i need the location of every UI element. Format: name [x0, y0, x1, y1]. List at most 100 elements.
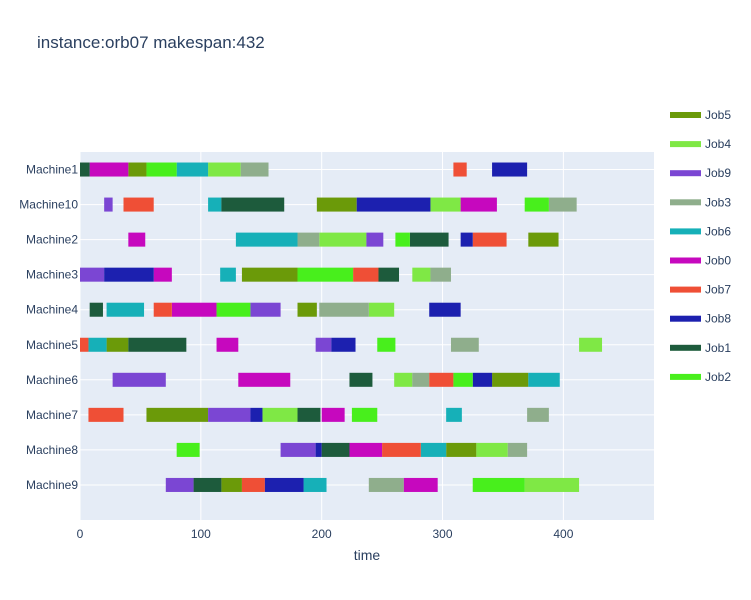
task-bar-job7-machine9[interactable]	[241, 477, 265, 492]
task-bar-job5-machine3[interactable]	[241, 267, 298, 282]
task-bar-job6-machine3[interactable]	[220, 267, 236, 282]
task-bar-job9-machine2[interactable]	[366, 232, 384, 247]
task-bar-job7-machine5[interactable]	[80, 337, 89, 352]
task-bar-job5-machine10[interactable]	[316, 197, 357, 212]
legend-item-job5[interactable]: Job5	[670, 108, 731, 122]
task-bar-job9-machine5[interactable]	[315, 337, 332, 352]
task-bar-job6-machine1[interactable]	[176, 162, 209, 177]
task-bar-job4-machine3[interactable]	[412, 267, 431, 282]
task-bar-job2-machine9[interactable]	[472, 477, 525, 492]
task-bar-job0-machine9[interactable]	[403, 477, 438, 492]
task-bar-job1-machine10[interactable]	[221, 197, 285, 212]
task-bar-job7-machine1[interactable]	[453, 162, 467, 177]
task-bar-job1-machine4[interactable]	[89, 302, 103, 317]
task-bar-job2-machine6[interactable]	[453, 372, 473, 387]
task-bar-job8-machine5[interactable]	[331, 337, 356, 352]
task-bar-job0-machine3[interactable]	[153, 267, 172, 282]
task-bar-job8-machine8[interactable]	[315, 442, 322, 457]
legend-item-job0[interactable]: Job0	[670, 254, 731, 268]
task-bar-job0-machine6[interactable]	[238, 372, 291, 387]
task-bar-job8-machine10[interactable]	[356, 197, 431, 212]
task-bar-job8-machine3[interactable]	[104, 267, 154, 282]
task-bar-job5-machine9[interactable]	[221, 477, 242, 492]
task-bar-job8-machine4[interactable]	[429, 302, 461, 317]
task-bar-job5-machine6[interactable]	[492, 372, 529, 387]
task-bar-job0-machine1[interactable]	[89, 162, 129, 177]
task-bar-job3-machine9[interactable]	[368, 477, 404, 492]
task-bar-job9-machine3[interactable]	[80, 267, 105, 282]
task-bar-job3-machine4[interactable]	[319, 302, 369, 317]
task-bar-job9-machine6[interactable]	[112, 372, 166, 387]
task-bar-job4-machine7[interactable]	[262, 407, 298, 422]
task-bar-job3-machine8[interactable]	[507, 442, 528, 457]
task-bar-job2-machine7[interactable]	[351, 407, 378, 422]
task-bar-job7-machine3[interactable]	[353, 267, 379, 282]
task-bar-job1-machine1[interactable]	[80, 162, 90, 177]
task-bar-job8-machine1[interactable]	[492, 162, 528, 177]
task-bar-job9-machine9[interactable]	[165, 477, 194, 492]
legend-item-job7[interactable]: Job7	[670, 283, 731, 297]
task-bar-job0-machine4[interactable]	[171, 302, 217, 317]
task-bar-job0-machine8[interactable]	[349, 442, 383, 457]
task-bar-job1-machine5[interactable]	[128, 337, 187, 352]
task-bar-job6-machine9[interactable]	[303, 477, 327, 492]
task-bar-job3-machine2[interactable]	[297, 232, 320, 247]
task-bar-job9-machine7[interactable]	[208, 407, 251, 422]
task-bar-job7-machine10[interactable]	[123, 197, 154, 212]
task-bar-job1-machine6[interactable]	[349, 372, 373, 387]
task-bar-job5-machine5[interactable]	[106, 337, 129, 352]
task-bar-job6-machine10[interactable]	[208, 197, 222, 212]
task-bar-job1-machine8[interactable]	[321, 442, 350, 457]
task-bar-job1-machine3[interactable]	[378, 267, 400, 282]
task-bar-job6-machine6[interactable]	[528, 372, 560, 387]
task-bar-job3-machine5[interactable]	[450, 337, 479, 352]
legend-item-job8[interactable]: Job8	[670, 312, 731, 326]
task-bar-job5-machine2[interactable]	[528, 232, 559, 247]
task-bar-job7-machine2[interactable]	[472, 232, 507, 247]
task-bar-job2-machine1[interactable]	[146, 162, 177, 177]
legend-item-job9[interactable]: Job9	[670, 166, 731, 180]
task-bar-job2-machine10[interactable]	[524, 197, 549, 212]
task-bar-job7-machine4[interactable]	[153, 302, 172, 317]
task-bar-job5-machine8[interactable]	[446, 442, 477, 457]
legend-item-job1[interactable]: Job1	[670, 341, 731, 355]
task-bar-job1-machine9[interactable]	[193, 477, 222, 492]
task-bar-job2-machine4[interactable]	[216, 302, 251, 317]
task-bar-job4-machine9[interactable]	[524, 477, 580, 492]
task-bar-job8-machine7[interactable]	[250, 407, 263, 422]
task-bar-job9-machine4[interactable]	[250, 302, 281, 317]
task-bar-job4-machine6[interactable]	[394, 372, 413, 387]
task-bar-job6-machine5[interactable]	[88, 337, 107, 352]
legend-item-job2[interactable]: Job2	[670, 370, 731, 384]
task-bar-job3-machine7[interactable]	[527, 407, 549, 422]
task-bar-job3-machine3[interactable]	[430, 267, 451, 282]
task-bar-job3-machine1[interactable]	[240, 162, 269, 177]
task-bar-job4-machine8[interactable]	[476, 442, 508, 457]
task-bar-job5-machine4[interactable]	[297, 302, 317, 317]
task-bar-job0-machine5[interactable]	[216, 337, 239, 352]
task-bar-job4-machine10[interactable]	[430, 197, 461, 212]
legend-item-job4[interactable]: Job4	[670, 137, 731, 151]
task-bar-job4-machine4[interactable]	[368, 302, 395, 317]
task-bar-job4-machine5[interactable]	[579, 337, 603, 352]
task-bar-job0-machine2[interactable]	[128, 232, 146, 247]
task-bar-job5-machine7[interactable]	[146, 407, 209, 422]
legend-item-job3[interactable]: Job3	[670, 195, 731, 209]
task-bar-job4-machine2[interactable]	[319, 232, 367, 247]
task-bar-job3-machine10[interactable]	[548, 197, 577, 212]
task-bar-job2-machine3[interactable]	[297, 267, 354, 282]
task-bar-job6-machine4[interactable]	[106, 302, 145, 317]
task-bar-job1-machine7[interactable]	[297, 407, 321, 422]
task-bar-job7-machine7[interactable]	[88, 407, 124, 422]
task-bar-job2-machine2[interactable]	[395, 232, 410, 247]
task-bar-job8-machine6[interactable]	[472, 372, 493, 387]
legend-item-job6[interactable]: Job6	[670, 224, 731, 238]
task-bar-job1-machine2[interactable]	[409, 232, 449, 247]
task-bar-job7-machine8[interactable]	[382, 442, 421, 457]
task-bar-job8-machine2[interactable]	[460, 232, 473, 247]
task-bar-job6-machine2[interactable]	[235, 232, 298, 247]
task-bar-job6-machine7[interactable]	[446, 407, 462, 422]
task-bar-job8-machine9[interactable]	[264, 477, 304, 492]
task-bar-job7-machine6[interactable]	[429, 372, 454, 387]
task-bar-job0-machine7[interactable]	[321, 407, 345, 422]
